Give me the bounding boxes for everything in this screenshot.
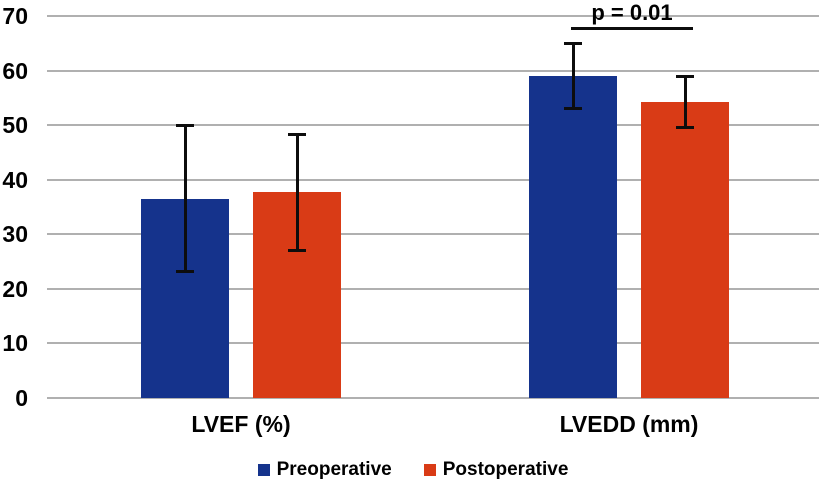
postoperative-swatch-icon <box>423 464 436 476</box>
error-bar-postoperative-lvef-cap <box>288 133 306 137</box>
y-axis-tick-label: 20 <box>2 275 28 302</box>
gridline <box>47 69 819 72</box>
significance-annotation: p = 0.01 <box>571 1 693 30</box>
y-axis-tick-label: 50 <box>2 112 28 139</box>
gridline <box>47 397 819 399</box>
error-bar-preoperative-lvedd-cap <box>564 106 582 110</box>
gridline <box>47 342 819 345</box>
gridline <box>47 178 819 181</box>
gridline <box>47 15 819 17</box>
legend-label-preoperative: Preoperative <box>276 459 392 480</box>
bar-postoperative-lvedd <box>641 102 729 398</box>
error-bar-preoperative-lvef <box>183 125 187 273</box>
x-axis-label-lvef: LVEF (%) <box>191 411 291 437</box>
error-bar-postoperative-lvedd <box>683 76 687 128</box>
x-axis-label-lvedd: LVEDD (mm) <box>559 411 699 437</box>
significance-line <box>571 27 693 30</box>
error-bar-postoperative-lvef <box>295 134 299 251</box>
y-axis-tick-label: 70 <box>2 3 28 29</box>
preoperative-swatch-icon <box>257 464 270 476</box>
y-axis-tick-label: 30 <box>2 221 28 248</box>
error-bar-postoperative-lvedd-cap <box>676 75 694 79</box>
bar-preoperative-lvedd <box>529 76 617 398</box>
error-bar-preoperative-lvedd <box>571 43 575 109</box>
y-axis-tick-label: 40 <box>2 166 28 193</box>
gridline <box>47 287 819 290</box>
y-axis-tick-label: 60 <box>2 57 28 84</box>
error-bar-preoperative-lvef-cap <box>176 270 194 274</box>
error-bar-preoperative-lvef-cap <box>176 124 194 128</box>
error-bar-preoperative-lvedd-cap <box>564 42 582 46</box>
legend-label-postoperative: Postoperative <box>442 459 569 480</box>
legend-item-preoperative: Preoperative <box>257 459 392 481</box>
gridline <box>47 124 819 127</box>
gridline <box>47 233 819 236</box>
error-bar-postoperative-lvedd-cap <box>676 125 694 129</box>
error-bar-postoperative-lvef-cap <box>288 248 306 252</box>
p-value-label: p = 0.01 <box>591 0 673 25</box>
y-axis-tick-label: 10 <box>2 330 28 357</box>
y-axis-tick-label: 0 <box>15 385 28 411</box>
legend-item-postoperative: Postoperative <box>423 459 569 481</box>
legend: Preoperative Postoperative <box>0 459 826 481</box>
